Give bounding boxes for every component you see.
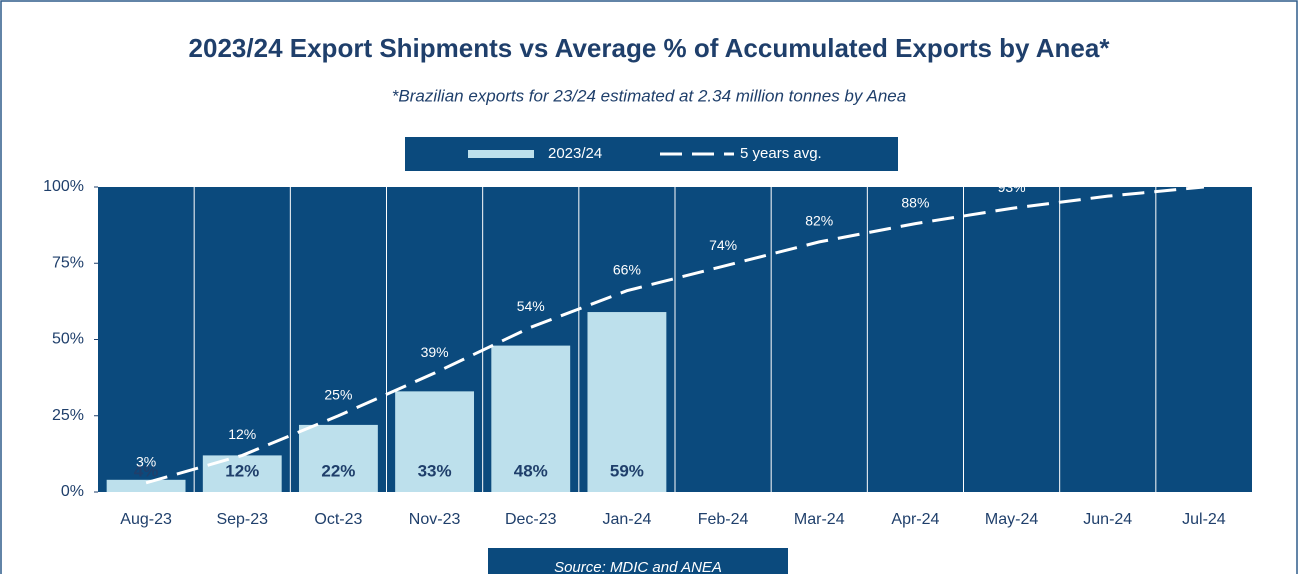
line-label: 66% <box>613 261 641 277</box>
x-tick-label: Mar-24 <box>794 511 845 528</box>
x-tick-label: Aug-23 <box>120 511 172 528</box>
bar <box>298 424 378 492</box>
bar <box>106 479 186 492</box>
y-tick-label: 25% <box>52 407 84 424</box>
line-label: 3% <box>136 454 156 470</box>
chart-title: 2023/24 Export Shipments vs Average % of… <box>189 33 1111 63</box>
x-tick-label: Oct-23 <box>314 511 362 528</box>
bar-label: 22% <box>321 461 355 480</box>
x-tick-label: Sep-23 <box>216 511 268 528</box>
line <box>145 185 1205 485</box>
x-tick-label: Apr-24 <box>891 511 939 528</box>
chart-subtitle: *Brazilian exports for 23/24 estimated a… <box>392 86 906 105</box>
bar <box>587 312 667 492</box>
y-tick-label: 0% <box>61 483 84 500</box>
bar <box>395 391 475 492</box>
line-label: 82% <box>805 213 833 229</box>
legend-label: 2023/24 <box>548 145 602 162</box>
bar <box>491 345 571 492</box>
y-tick-label: 100% <box>43 178 84 195</box>
x-tick-label: Jul-24 <box>1182 511 1226 528</box>
bar-label: 48% <box>514 461 548 480</box>
x-tick-label: Dec-23 <box>505 511 557 528</box>
bar-label: 33% <box>418 461 452 480</box>
line-label: 39% <box>421 344 449 360</box>
x-tick-label: Jun-24 <box>1083 511 1132 528</box>
line-label: 12% <box>228 426 256 442</box>
y-tick-label: 75% <box>52 254 84 271</box>
line-label: 88% <box>901 194 929 210</box>
y-tick-label: 50% <box>52 331 84 348</box>
bar-label: 59% <box>610 461 644 480</box>
line-label: 100% <box>1186 158 1222 174</box>
source: Source: MDIC and ANEA <box>554 559 722 574</box>
line-label: 25% <box>324 386 352 402</box>
source-box <box>488 548 788 574</box>
x-tick-label: May-24 <box>985 511 1038 528</box>
x-tick-label: Nov-23 <box>409 511 461 528</box>
line-label: 54% <box>517 298 545 314</box>
line-label: 74% <box>709 237 737 253</box>
bar-label: 4% <box>134 461 159 480</box>
legend-swatch <box>468 150 534 158</box>
line-label: 97% <box>1094 167 1122 183</box>
x-tick-label: Jan-24 <box>602 511 651 528</box>
legend-label: 5 years avg. <box>740 145 822 162</box>
x-tick-label: Feb-24 <box>698 511 749 528</box>
bar-label: 12% <box>225 461 259 480</box>
line-label: 93% <box>998 179 1026 195</box>
